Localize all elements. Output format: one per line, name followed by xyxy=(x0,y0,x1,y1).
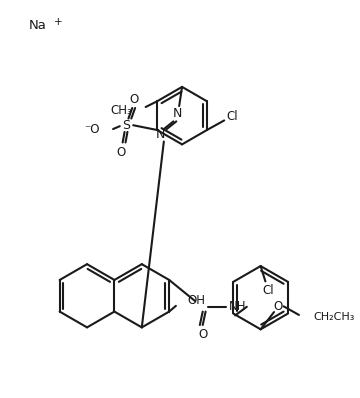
Text: Na: Na xyxy=(29,19,46,32)
Text: N: N xyxy=(172,107,182,120)
Text: O: O xyxy=(273,300,283,313)
Text: O: O xyxy=(130,93,139,106)
Text: CH₂CH₃: CH₂CH₃ xyxy=(313,312,355,322)
Text: O: O xyxy=(116,146,125,158)
Text: N: N xyxy=(155,128,165,141)
Text: OH: OH xyxy=(188,294,206,306)
Text: O: O xyxy=(198,328,207,341)
Text: +: + xyxy=(54,17,62,27)
Text: CH₃: CH₃ xyxy=(111,104,132,117)
Text: Cl: Cl xyxy=(262,283,274,297)
Text: NH: NH xyxy=(229,300,246,313)
Text: Cl: Cl xyxy=(226,110,238,123)
Text: ⁻O: ⁻O xyxy=(84,123,100,136)
Text: S: S xyxy=(122,119,130,132)
